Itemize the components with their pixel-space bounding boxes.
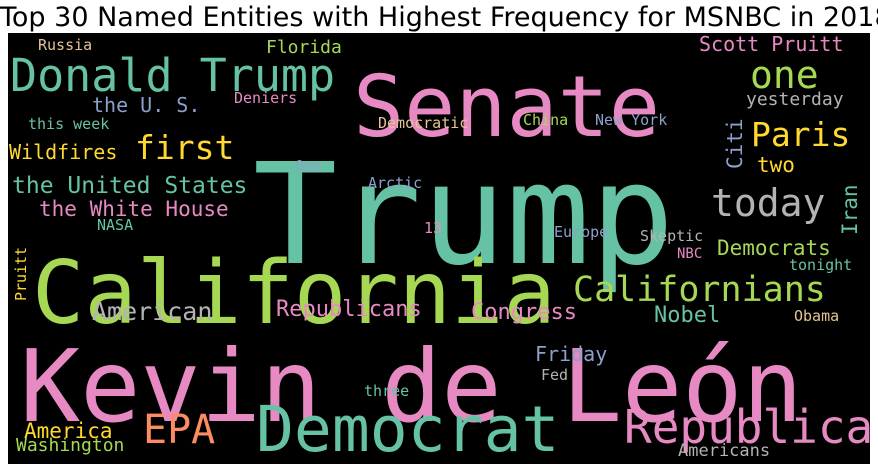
word-the-united-states: the United States [12,173,247,199]
word-america: America [24,419,113,443]
word-nbc: NBC [677,246,702,262]
word-nobel: Nobel [654,303,720,328]
word-three: three [364,382,409,400]
word-senate: Senate [353,58,660,157]
word-europe: Europe [554,223,608,241]
word-democratic: Democratic [378,114,468,132]
word-scott-pruitt: Scott Pruitt [699,33,844,56]
word-skeptic: Skeptic [640,227,703,245]
word-tonight: tonight [789,256,852,274]
word-paris: Paris [751,115,850,154]
word-trump: Trump [253,134,674,297]
word-iran: Iran [838,184,862,235]
word-congress: Congress [471,300,577,325]
word-donald-trump: Donald Trump [10,49,335,102]
word-republican: Republican [624,400,870,454]
word-yesterday: yesterday [746,89,844,110]
word-democrats: Democrats [717,236,831,260]
word-fed: Fed [541,366,568,384]
word-13: 13 [424,219,442,237]
word-florida: Florida [266,37,342,58]
word-new-york: New York [595,111,667,129]
word-cloud-canvas: Trump Kevin de León Senate California Democr… [9,33,870,464]
word-china: China [523,111,568,129]
word-the-u-s: the U. S. [92,93,200,117]
word-first: first [135,128,234,167]
word-this-week: this week [28,115,109,133]
chart-title: Top 30 Named Entities with Highest Frequ… [0,2,878,33]
word-two: two [757,153,795,177]
word-epa: EPA [143,407,215,453]
word-arctic: Arctic [368,174,422,192]
word-american: American [92,297,212,326]
word-cloud: Trump Kevin de León Senate California Democr… [8,33,870,464]
word-deniers: Deniers [234,89,297,107]
word-kevin-de-leon: Kevin de León [20,328,803,445]
word-obama: Obama [794,307,839,325]
word-today: today [711,181,825,225]
word-republicans: Republicans [276,297,422,322]
word-one: One [295,157,322,175]
word-nasa: NASA [97,216,133,234]
word-democrat: Democrat [256,393,559,464]
word-californians: Californians [573,270,826,310]
word-washington: Washington [16,435,124,456]
word-russia: Russia [38,36,92,54]
word-friday: Friday [535,342,607,366]
word-wildfires: Wildfires [9,140,117,164]
word-california: California [32,242,556,344]
word-the-white-house: the White House [39,197,229,221]
word-citi: Citi [723,118,747,169]
word-americans: Americans [678,441,770,461]
word-one: one [750,53,819,97]
word-pruitt: Pruitt [12,247,30,301]
